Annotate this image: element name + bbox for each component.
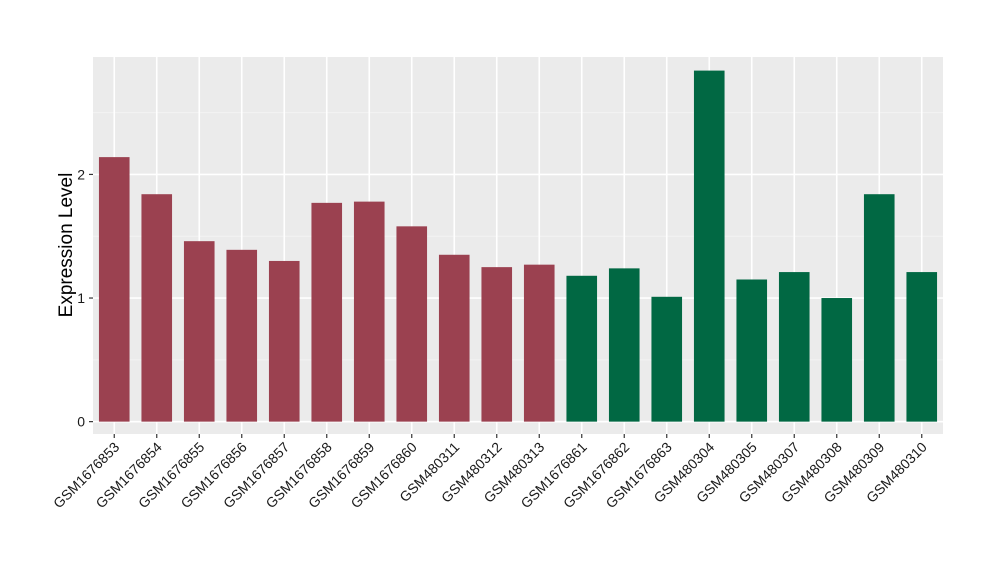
bar-GSM1676854 <box>141 194 173 422</box>
bar-GSM480307 <box>778 272 810 422</box>
bar-GSM1676853 <box>98 157 130 422</box>
y-tick-label: 1 <box>77 290 85 306</box>
bars <box>98 70 938 422</box>
x-axis: GSM1676853GSM1676854GSM1676855GSM1676856… <box>50 434 930 511</box>
bar-GSM480309 <box>863 194 895 422</box>
y-tick-label: 0 <box>77 414 85 430</box>
bar-GSM1676855 <box>183 241 215 422</box>
bar-GSM480305 <box>736 279 768 422</box>
y-axis: 0 1 2 <box>77 166 93 430</box>
bar-GSM480311 <box>438 254 470 422</box>
y-tick-label: 2 <box>77 166 85 182</box>
bar-GSM480308 <box>821 298 853 422</box>
bar-GSM1676858 <box>311 202 343 422</box>
bar-GSM480312 <box>481 267 513 422</box>
bar-GSM480313 <box>523 264 555 422</box>
bar-GSM480310 <box>906 272 938 422</box>
bar-GSM1676856 <box>226 249 258 422</box>
y-axis-label: Expression Level <box>56 173 77 318</box>
bar-GSM1676861 <box>566 275 598 422</box>
plot-panel <box>93 57 943 434</box>
bar-GSM1676857 <box>268 260 300 422</box>
bar-GSM1676859 <box>353 201 385 422</box>
bar-GSM1676860 <box>396 226 428 422</box>
bar-GSM480304 <box>693 70 725 422</box>
bar-GSM1676863 <box>651 296 683 422</box>
bar-GSM1676862 <box>608 268 640 422</box>
